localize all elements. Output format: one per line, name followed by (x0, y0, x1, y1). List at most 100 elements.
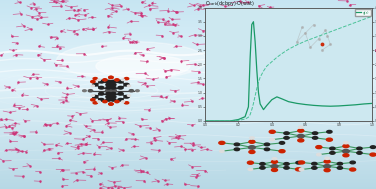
Circle shape (109, 76, 113, 78)
Circle shape (109, 76, 113, 78)
Circle shape (264, 148, 270, 151)
Circle shape (106, 95, 111, 98)
Circle shape (99, 92, 104, 95)
Circle shape (264, 143, 270, 146)
Circle shape (269, 130, 275, 133)
Circle shape (93, 77, 97, 80)
Circle shape (325, 157, 329, 160)
Circle shape (106, 86, 111, 89)
Circle shape (299, 168, 304, 171)
Circle shape (324, 160, 330, 163)
Circle shape (298, 139, 304, 142)
Circle shape (357, 147, 362, 150)
Circle shape (343, 149, 349, 153)
Circle shape (248, 168, 253, 170)
Circle shape (91, 95, 94, 96)
Circle shape (118, 86, 123, 89)
Circle shape (337, 167, 343, 169)
Circle shape (118, 98, 123, 101)
Circle shape (234, 143, 240, 146)
Circle shape (106, 80, 111, 83)
Circle shape (317, 153, 321, 156)
Circle shape (271, 165, 278, 168)
Circle shape (296, 168, 302, 171)
Circle shape (324, 165, 331, 168)
Circle shape (312, 132, 318, 135)
Circle shape (234, 148, 240, 151)
Circle shape (370, 153, 376, 156)
Circle shape (270, 139, 274, 141)
Circle shape (111, 95, 116, 98)
Circle shape (99, 86, 104, 89)
Circle shape (109, 103, 113, 105)
Circle shape (316, 146, 322, 149)
Circle shape (111, 98, 116, 101)
Circle shape (271, 168, 277, 171)
Circle shape (115, 79, 119, 81)
Circle shape (103, 79, 107, 81)
Circle shape (91, 99, 95, 101)
Circle shape (219, 141, 225, 144)
Circle shape (83, 90, 86, 92)
Circle shape (106, 88, 116, 93)
Circle shape (284, 132, 289, 135)
Circle shape (284, 163, 289, 165)
Circle shape (247, 161, 253, 164)
Circle shape (312, 167, 317, 169)
Circle shape (106, 83, 111, 86)
Circle shape (111, 80, 116, 83)
Circle shape (91, 85, 94, 87)
Circle shape (124, 83, 129, 86)
Circle shape (344, 142, 348, 144)
Circle shape (92, 95, 98, 98)
Circle shape (118, 80, 123, 83)
Circle shape (93, 102, 97, 104)
Circle shape (111, 92, 116, 95)
Circle shape (249, 140, 255, 143)
Circle shape (88, 90, 92, 92)
Circle shape (312, 162, 317, 165)
Circle shape (330, 147, 335, 150)
Circle shape (97, 101, 100, 102)
Circle shape (343, 145, 349, 148)
Circle shape (272, 158, 277, 160)
Circle shape (111, 86, 116, 89)
Circle shape (136, 90, 139, 92)
Circle shape (99, 98, 104, 101)
Circle shape (330, 152, 335, 154)
Circle shape (118, 92, 123, 95)
Circle shape (312, 136, 318, 139)
Circle shape (350, 168, 356, 171)
Circle shape (106, 98, 111, 101)
Circle shape (260, 167, 265, 169)
Ellipse shape (56, 42, 207, 79)
Circle shape (298, 129, 304, 132)
Circle shape (299, 161, 305, 164)
Circle shape (129, 90, 133, 92)
Circle shape (220, 150, 224, 152)
Circle shape (370, 146, 376, 148)
Circle shape (121, 101, 124, 102)
Circle shape (124, 77, 129, 80)
Circle shape (326, 138, 332, 141)
Circle shape (121, 79, 124, 81)
Circle shape (279, 142, 285, 144)
Circle shape (111, 83, 116, 86)
Circle shape (299, 126, 303, 128)
Circle shape (103, 101, 107, 103)
Circle shape (127, 85, 130, 87)
Circle shape (350, 161, 355, 164)
Circle shape (327, 130, 332, 133)
Circle shape (124, 102, 129, 104)
Circle shape (92, 83, 98, 86)
Circle shape (284, 136, 289, 139)
Circle shape (250, 137, 254, 139)
Circle shape (271, 160, 277, 163)
Circle shape (106, 92, 111, 95)
Circle shape (297, 134, 304, 138)
Circle shape (324, 169, 330, 172)
Circle shape (249, 150, 255, 153)
Circle shape (343, 154, 349, 157)
Circle shape (109, 103, 113, 105)
Circle shape (249, 146, 255, 149)
